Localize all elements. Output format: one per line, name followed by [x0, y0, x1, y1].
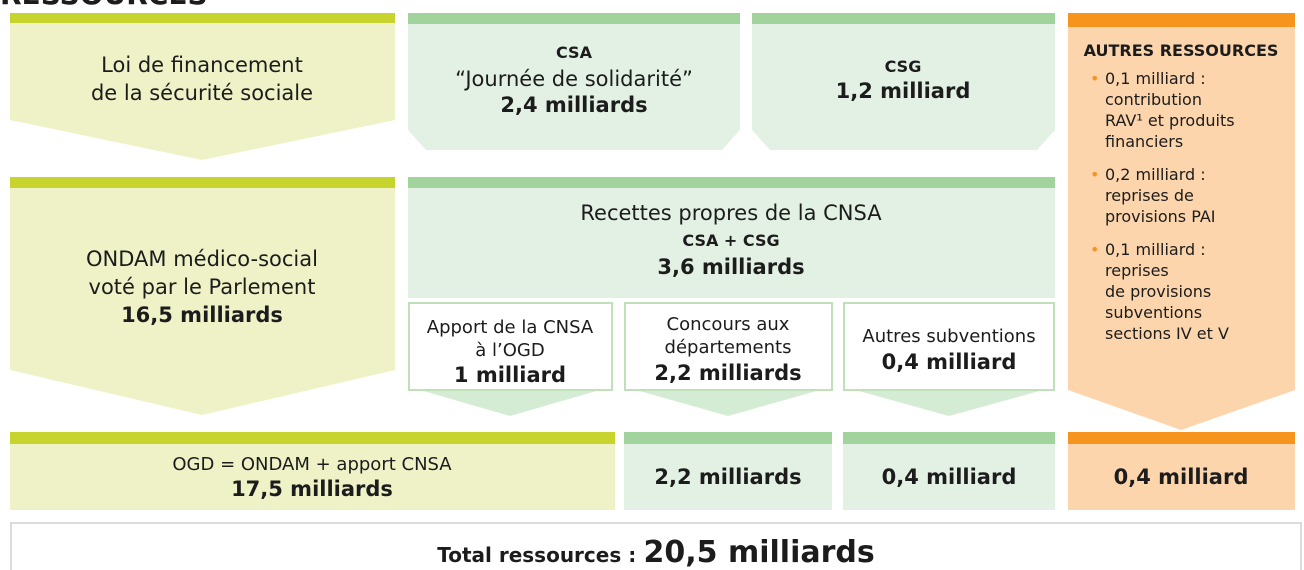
list-line: contribution [1105, 90, 1202, 109]
list-line: reprises de [1105, 186, 1194, 205]
text: ONDAM médico-social [86, 247, 318, 271]
box [1068, 444, 1295, 510]
list-line: de provisions [1105, 282, 1211, 301]
list-line: RAV¹ et produits [1105, 111, 1235, 130]
text: à l’OGD [475, 340, 544, 361]
bar [10, 432, 615, 444]
list-line: 0,1 milliard : [1105, 240, 1206, 259]
amount: 0,4 milliard [1114, 465, 1249, 489]
box [10, 522, 1302, 570]
bar [10, 13, 395, 23]
box [10, 444, 615, 510]
amount: 2,4 milliards [500, 93, 647, 117]
bar [752, 13, 1055, 24]
box [408, 188, 1055, 298]
bar [624, 432, 832, 444]
amount: 2,2 milliards [654, 465, 801, 489]
bar [408, 177, 1055, 188]
label: CSA + CSG [682, 231, 779, 250]
box [624, 302, 833, 391]
list-line: reprises [1105, 261, 1169, 280]
bar [408, 13, 740, 24]
box [843, 444, 1055, 510]
label: CSA [556, 43, 593, 62]
text: Loi de financement [101, 53, 303, 77]
page-title: RESSOURCES [0, 0, 208, 11]
amount: 17,5 milliards [231, 477, 393, 501]
box [843, 302, 1055, 391]
arrow [636, 390, 820, 416]
arrow-box [1068, 27, 1295, 430]
text: Recettes propres de la CNSA [580, 201, 882, 225]
text: Concours aux [667, 314, 790, 335]
bar [10, 177, 395, 188]
list-line: sections IV et V [1105, 324, 1229, 343]
arrow [855, 390, 1043, 416]
bar [1068, 432, 1295, 444]
amount: 1,2 milliard [836, 79, 971, 103]
list-line: 0,1 milliard : [1105, 69, 1206, 88]
list: • 0,1 milliard : contribution RAV¹ et produ… [1090, 69, 1235, 343]
list-line: 0,2 milliard : [1105, 165, 1206, 184]
bullet: • [1090, 240, 1099, 259]
total-label: Total ressources : [437, 543, 636, 567]
text: de la sécurité sociale [91, 81, 313, 105]
box [752, 24, 1055, 150]
bullet: • [1090, 165, 1099, 184]
text: “Journée de solidarité” [455, 67, 693, 91]
amount: 2,2 milliards [654, 361, 801, 385]
text: Autres subventions [862, 326, 1035, 347]
list-line: subventions [1105, 303, 1202, 322]
text: OGD = ONDAM + apport CNSA [172, 454, 452, 475]
amount: 0,4 milliard [882, 350, 1017, 374]
text: départements [665, 337, 792, 358]
label: CSG [885, 57, 922, 76]
total-amount: 20,5 milliards [644, 535, 875, 570]
bar [1068, 13, 1295, 27]
total: Total ressources : 20,5 milliards [437, 535, 875, 570]
amount: 0,4 milliard [882, 465, 1017, 489]
list-line: financiers [1105, 132, 1183, 151]
box [408, 24, 740, 150]
box [408, 302, 613, 391]
bullet: • [1090, 69, 1099, 88]
box [624, 444, 832, 510]
amount: 1 milliard [454, 363, 566, 387]
text: voté par le Parlement [89, 275, 316, 299]
list-line: provisions PAI [1105, 207, 1216, 226]
arrow [420, 390, 600, 416]
text: Apport de la CNSA [427, 317, 594, 338]
arrow-box [10, 23, 395, 160]
label: AUTRES RESSOURCES [1084, 41, 1279, 60]
amount: 3,6 milliards [657, 255, 804, 279]
arrow-box [10, 188, 395, 415]
bar [843, 432, 1055, 444]
amount: 16,5 milliards [121, 303, 283, 327]
